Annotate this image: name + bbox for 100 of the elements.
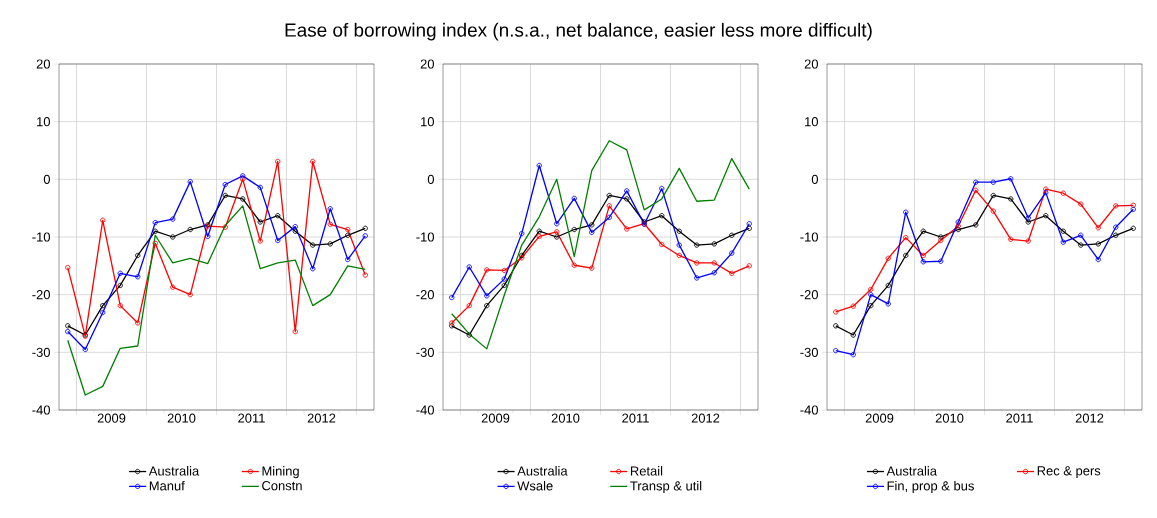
point xyxy=(222,181,228,188)
point xyxy=(1095,225,1101,231)
point xyxy=(1008,196,1014,202)
point xyxy=(240,196,246,202)
point xyxy=(606,214,612,221)
legend-label: Australia xyxy=(886,466,937,476)
point xyxy=(554,221,560,227)
point xyxy=(205,233,211,240)
point xyxy=(257,184,263,191)
line-series xyxy=(451,140,750,350)
point xyxy=(345,256,351,263)
point xyxy=(310,158,316,165)
point xyxy=(850,352,856,358)
point xyxy=(589,222,595,228)
point xyxy=(484,302,490,309)
x-tick-label: 2012 xyxy=(691,413,720,423)
point xyxy=(135,252,141,259)
y-tick-label: -10 xyxy=(32,232,50,242)
y-tick-label: -20 xyxy=(32,290,50,300)
point xyxy=(257,238,263,244)
point xyxy=(729,250,735,256)
point xyxy=(152,219,158,226)
y-tick-label: 20 xyxy=(36,59,50,69)
point xyxy=(850,303,856,309)
point xyxy=(345,226,351,233)
point xyxy=(170,216,176,222)
point xyxy=(885,282,891,289)
point xyxy=(1113,224,1119,230)
point xyxy=(1025,238,1031,244)
point xyxy=(694,260,700,266)
point xyxy=(554,229,560,235)
point xyxy=(327,206,333,212)
text: Ease of borrowing index (n.s.a., net balance, easier less more difficult) xyxy=(285,22,872,41)
point xyxy=(711,270,717,276)
point xyxy=(536,162,542,169)
point xyxy=(554,234,560,240)
point xyxy=(938,234,944,240)
y-tick-label: -30 xyxy=(800,347,818,357)
point xyxy=(955,219,961,225)
point xyxy=(1060,239,1066,245)
point xyxy=(170,284,176,290)
x-tick-label: 2012 xyxy=(1075,413,1104,423)
y-tick-label: 20 xyxy=(804,59,818,69)
point xyxy=(536,228,542,234)
y-tick-label: 20 xyxy=(420,59,434,69)
point xyxy=(466,302,472,309)
y-tick-label: -10 xyxy=(800,232,818,242)
point xyxy=(222,192,228,199)
point xyxy=(938,258,944,264)
point xyxy=(868,302,874,309)
point xyxy=(955,226,961,233)
point xyxy=(1043,186,1049,192)
point xyxy=(100,302,106,309)
y-tick-label: 0 xyxy=(427,174,434,184)
point xyxy=(973,222,979,228)
point xyxy=(1095,241,1101,247)
x-tick-label: 2010 xyxy=(935,413,964,423)
point xyxy=(903,252,909,259)
point xyxy=(589,265,595,271)
point xyxy=(466,264,472,270)
point xyxy=(990,179,996,185)
point xyxy=(990,208,996,214)
point xyxy=(275,213,281,219)
line-series xyxy=(67,205,366,396)
point xyxy=(187,179,193,185)
x-tick-label: 2011 xyxy=(238,413,265,423)
point xyxy=(292,228,298,234)
x-tick-label: 2009 xyxy=(865,413,894,423)
point xyxy=(990,192,996,199)
point xyxy=(170,234,176,240)
point xyxy=(676,242,682,248)
y-tick-label: -40 xyxy=(800,405,818,415)
y-tick-label: -40 xyxy=(416,405,434,415)
legend-label: Manuf xyxy=(149,480,185,491)
x-tick-label: 2010 xyxy=(551,413,580,423)
legend-label: Fin, prop & bus xyxy=(887,480,974,494)
point xyxy=(885,255,891,261)
point xyxy=(1078,232,1084,238)
y-tick-label: 10 xyxy=(421,117,434,127)
x-tick-label: 2012 xyxy=(307,413,336,423)
point xyxy=(135,274,141,280)
point xyxy=(1078,242,1084,248)
point xyxy=(676,252,682,259)
point xyxy=(676,228,682,234)
point xyxy=(484,293,490,299)
x-tick-label: 2009 xyxy=(97,413,126,423)
point xyxy=(257,219,263,225)
point xyxy=(589,229,595,236)
point xyxy=(152,228,158,234)
point xyxy=(885,301,891,307)
point xyxy=(1078,201,1084,207)
point xyxy=(571,195,577,202)
legend-label: Australia xyxy=(148,466,200,476)
point xyxy=(1043,213,1049,219)
point xyxy=(222,224,228,230)
point xyxy=(327,241,333,247)
point xyxy=(275,158,281,165)
point xyxy=(624,196,630,202)
point xyxy=(973,179,979,185)
point xyxy=(135,320,141,326)
